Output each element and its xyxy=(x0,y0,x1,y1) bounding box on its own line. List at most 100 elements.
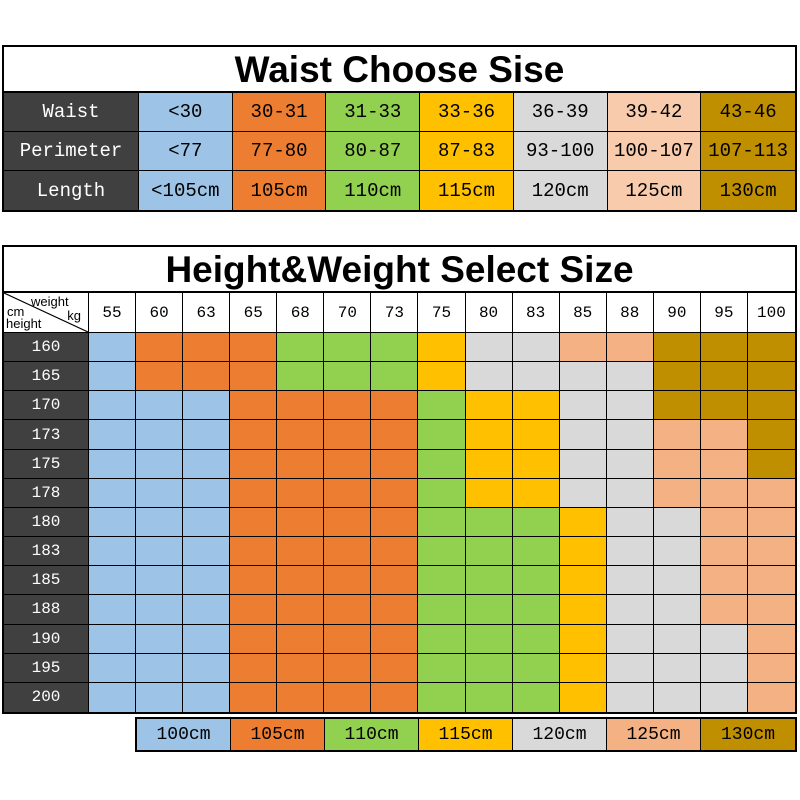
size-cell xyxy=(512,333,560,363)
weight-header-cell: 80 xyxy=(465,293,513,333)
size-cell xyxy=(183,333,231,363)
size-cell xyxy=(371,682,419,712)
legend-item: 120cm xyxy=(513,719,607,750)
size-cell xyxy=(747,449,795,479)
size-cell xyxy=(324,391,372,421)
size-cell xyxy=(371,624,419,654)
corner-cm-label: cm xyxy=(7,304,25,319)
size-cell xyxy=(136,391,184,421)
size-cell xyxy=(512,391,560,421)
size-color-legend: 100cm 105cm 110cm 115cm 120cm 125cm 130cm xyxy=(135,717,797,752)
size-cell xyxy=(700,333,748,363)
size-cell xyxy=(512,420,560,450)
size-cell xyxy=(324,507,372,538)
size-cell xyxy=(324,537,372,567)
waist-value-cell: 77-80 xyxy=(232,132,327,171)
size-cell xyxy=(747,478,795,508)
size-cell xyxy=(324,595,372,625)
size-cell xyxy=(747,537,795,567)
size-cell xyxy=(277,333,325,363)
height-row-label: 175 xyxy=(4,449,89,479)
size-cell xyxy=(747,420,795,450)
size-cell xyxy=(653,391,701,421)
size-cell xyxy=(465,449,513,479)
size-cell xyxy=(700,682,748,712)
waist-value-cell: 110cm xyxy=(326,171,421,210)
size-cell xyxy=(89,362,137,392)
size-cell xyxy=(512,653,560,683)
waist-value-cell: 100-107 xyxy=(607,132,702,171)
weight-header-cell: 70 xyxy=(324,293,372,333)
size-cell xyxy=(559,566,607,596)
size-cell xyxy=(418,507,466,538)
weight-header-cell: 55 xyxy=(89,293,137,333)
size-cell xyxy=(230,682,278,712)
size-cell xyxy=(277,507,325,538)
size-cell xyxy=(465,624,513,654)
size-cell xyxy=(277,653,325,683)
height-weight-table: Height&Weight Select Size weight kg cm h… xyxy=(2,245,797,714)
size-cell xyxy=(700,478,748,508)
size-cell xyxy=(277,595,325,625)
legend-item: 115cm xyxy=(419,719,513,750)
size-cell xyxy=(512,566,560,596)
size-cell xyxy=(559,478,607,508)
size-cell xyxy=(559,362,607,392)
waist-value-cell: 31-33 xyxy=(326,93,421,132)
size-cell xyxy=(371,420,419,450)
size-cell xyxy=(136,537,184,567)
size-cell xyxy=(418,653,466,683)
size-cell xyxy=(747,624,795,654)
height-row-label: 190 xyxy=(4,624,89,654)
size-cell xyxy=(512,595,560,625)
size-cell xyxy=(653,507,701,538)
size-cell xyxy=(277,362,325,392)
size-cell xyxy=(371,478,419,508)
size-cell xyxy=(277,420,325,450)
size-cell xyxy=(324,478,372,508)
height-row-label: 183 xyxy=(4,537,89,567)
waist-value-cell: <77 xyxy=(139,132,233,171)
corner-weight-label: weight xyxy=(31,294,69,309)
size-cell xyxy=(136,682,184,712)
legend-item: 125cm xyxy=(607,719,701,750)
size-cell xyxy=(230,507,278,538)
size-cell xyxy=(700,624,748,654)
size-cell xyxy=(700,537,748,567)
size-cell xyxy=(700,362,748,392)
waist-value-cell: 115cm xyxy=(420,171,514,210)
size-cell xyxy=(559,507,607,538)
size-cell xyxy=(136,566,184,596)
size-cell xyxy=(371,595,419,625)
corner-height-label: height xyxy=(6,316,42,331)
size-cell xyxy=(324,333,372,363)
size-cell xyxy=(230,362,278,392)
size-cell xyxy=(89,507,137,538)
size-cell xyxy=(230,478,278,508)
size-cell xyxy=(559,595,607,625)
size-cell xyxy=(465,537,513,567)
size-cell xyxy=(230,449,278,479)
size-cell xyxy=(559,653,607,683)
waist-value-cell: 120cm xyxy=(513,171,608,210)
size-cell xyxy=(230,653,278,683)
waist-value-cell: 33-36 xyxy=(420,93,514,132)
size-cell xyxy=(277,682,325,712)
size-cell xyxy=(653,420,701,450)
size-cell xyxy=(653,478,701,508)
waist-row-label: Waist xyxy=(4,93,139,132)
size-cell xyxy=(747,333,795,363)
waist-table-title: Waist Choose Sise xyxy=(4,47,795,93)
size-cell xyxy=(606,537,654,567)
size-cell xyxy=(747,653,795,683)
size-cell xyxy=(230,391,278,421)
size-cell xyxy=(371,362,419,392)
size-cell xyxy=(512,624,560,654)
size-cell xyxy=(653,624,701,654)
waist-value-cell: 36-39 xyxy=(513,93,608,132)
size-grid: 160 165 170 173 175 178 180 183 185 188 190 195 200 xyxy=(4,333,795,712)
size-cell xyxy=(747,682,795,712)
size-cell xyxy=(559,682,607,712)
size-cell xyxy=(89,566,137,596)
size-cell xyxy=(700,391,748,421)
